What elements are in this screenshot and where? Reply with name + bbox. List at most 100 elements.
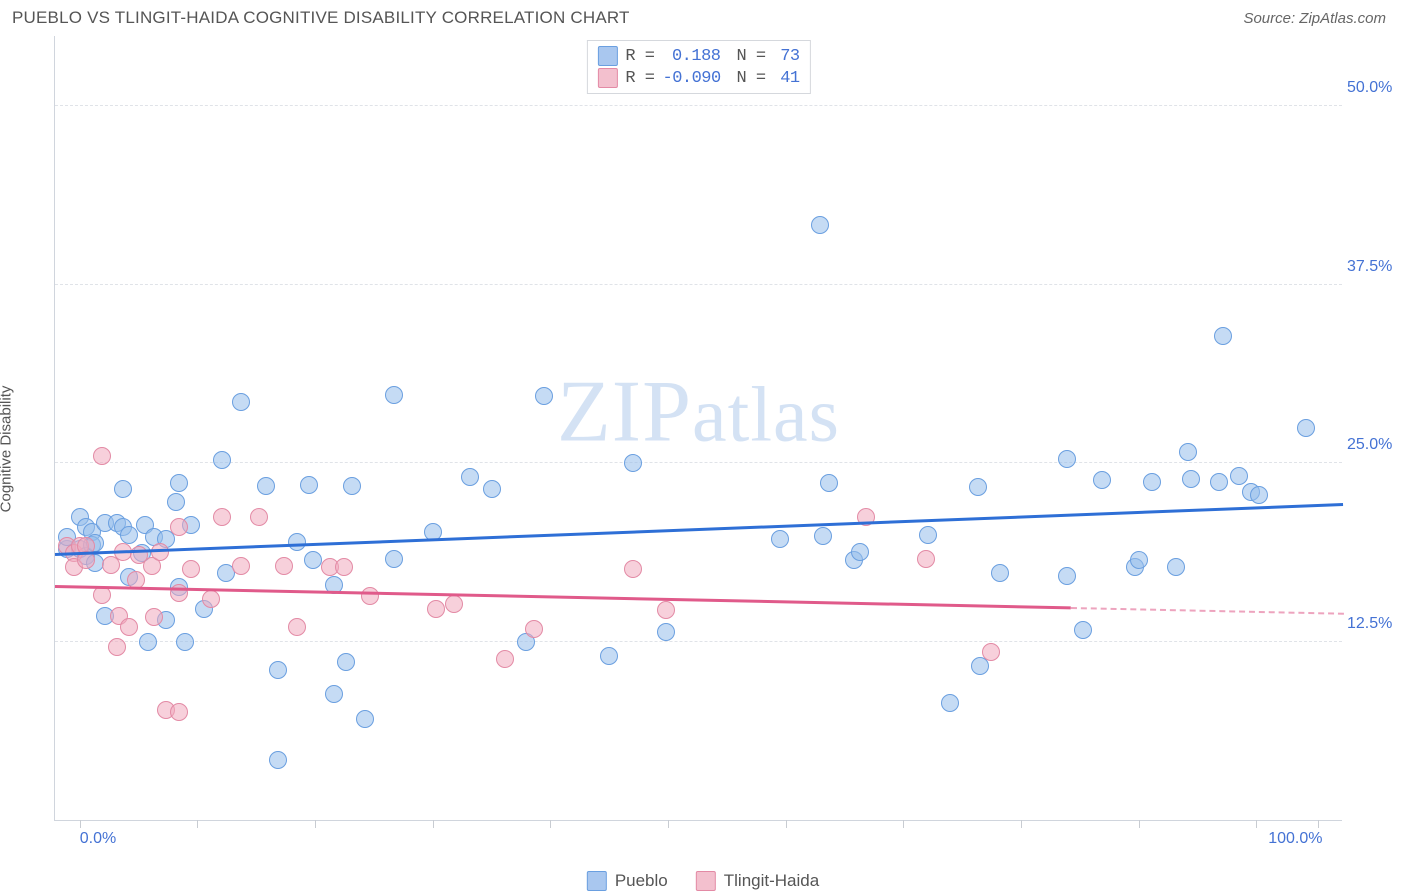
x-tick <box>668 820 669 828</box>
legend-swatch <box>597 68 617 88</box>
watermark: ZIPatlas <box>557 362 840 463</box>
data-point <box>269 661 287 679</box>
data-point <box>170 703 188 721</box>
data-point <box>941 694 959 712</box>
trend-line <box>55 504 1343 556</box>
y-tick-label: 37.5% <box>1347 258 1402 276</box>
data-point <box>525 620 543 638</box>
data-point <box>445 595 463 613</box>
x-tick <box>1139 820 1140 828</box>
gridline <box>55 284 1342 285</box>
data-point <box>167 493 185 511</box>
data-point <box>343 477 361 495</box>
data-point <box>1143 473 1161 491</box>
y-tick-label: 50.0% <box>1347 79 1402 97</box>
legend-stat-row: R = -0.090 N = 41 <box>597 67 799 89</box>
chart-title: PUEBLO VS TLINGIT-HAIDA COGNITIVE DISABI… <box>12 8 630 28</box>
correlation-legend: R =0.188N =73R =-0.090N =41 <box>586 40 810 94</box>
data-point <box>851 543 869 561</box>
data-point <box>385 550 403 568</box>
data-point <box>202 590 220 608</box>
data-point <box>814 527 832 545</box>
data-point <box>483 480 501 498</box>
data-point <box>300 476 318 494</box>
x-tick <box>1256 820 1257 828</box>
data-point <box>170 518 188 536</box>
legend-r-label: R = <box>625 69 654 88</box>
legend-label: Tlingit-Haida <box>724 871 819 891</box>
data-point <box>269 751 287 769</box>
data-point <box>170 474 188 492</box>
data-point <box>1210 473 1228 491</box>
x-tick <box>1318 820 1319 828</box>
data-point <box>250 508 268 526</box>
legend-n-label: N = <box>737 69 766 88</box>
data-point <box>1130 551 1148 569</box>
data-point <box>151 543 169 561</box>
data-point <box>811 216 829 234</box>
data-point <box>275 557 293 575</box>
x-tick <box>433 820 434 828</box>
data-point <box>991 564 1009 582</box>
y-axis-label: Cognitive Disability <box>0 385 15 512</box>
data-point <box>624 560 642 578</box>
x-tick <box>80 820 81 828</box>
data-point <box>1214 327 1232 345</box>
legend-label: Pueblo <box>615 871 668 891</box>
data-point <box>120 618 138 636</box>
series-legend: Pueblo Tlingit-Haida <box>587 871 819 891</box>
data-point <box>93 447 111 465</box>
legend-r-value: -0.090 <box>663 69 721 88</box>
data-point <box>427 600 445 618</box>
data-point <box>1250 486 1268 504</box>
data-point <box>1058 450 1076 468</box>
legend-n-value: 41 <box>774 69 800 88</box>
chart-container: Cognitive Disability ZIPatlas R =0.188N … <box>10 36 1396 861</box>
gridline <box>55 462 1342 463</box>
data-point <box>1179 443 1197 461</box>
x-tick-label: 100.0% <box>1268 830 1322 848</box>
data-point <box>232 393 250 411</box>
data-point <box>176 633 194 651</box>
data-point <box>213 451 231 469</box>
data-point <box>657 623 675 641</box>
x-tick-label: 0.0% <box>80 830 116 848</box>
data-point <box>120 526 138 544</box>
x-tick <box>197 820 198 828</box>
legend-r-label: R = <box>625 47 654 66</box>
data-point <box>1297 419 1315 437</box>
data-point <box>624 454 642 472</box>
data-point <box>257 477 275 495</box>
y-tick-label: 12.5% <box>1347 615 1402 633</box>
data-point <box>820 474 838 492</box>
plot-area: ZIPatlas R =0.188N =73R =-0.090N =41 12.… <box>54 36 1342 821</box>
data-point <box>232 557 250 575</box>
data-point <box>139 633 157 651</box>
data-point <box>657 601 675 619</box>
legend-item: Pueblo <box>587 871 668 891</box>
legend-n-value: 73 <box>774 47 800 66</box>
data-point <box>1167 558 1185 576</box>
x-tick <box>315 820 316 828</box>
data-point <box>335 558 353 576</box>
data-point <box>1058 567 1076 585</box>
y-tick-label: 25.0% <box>1347 436 1402 454</box>
data-point <box>325 685 343 703</box>
data-point <box>969 478 987 496</box>
data-point <box>361 587 379 605</box>
gridline <box>55 641 1342 642</box>
data-point <box>496 650 514 668</box>
legend-n-label: N = <box>737 47 766 66</box>
data-point <box>304 551 322 569</box>
legend-swatch <box>597 46 617 66</box>
data-point <box>337 653 355 671</box>
data-point <box>982 643 1000 661</box>
data-point <box>600 647 618 665</box>
data-point <box>919 526 937 544</box>
data-point <box>917 550 935 568</box>
data-point <box>182 560 200 578</box>
data-point <box>1093 471 1111 489</box>
data-point <box>288 618 306 636</box>
data-point <box>356 710 374 728</box>
data-point <box>213 508 231 526</box>
